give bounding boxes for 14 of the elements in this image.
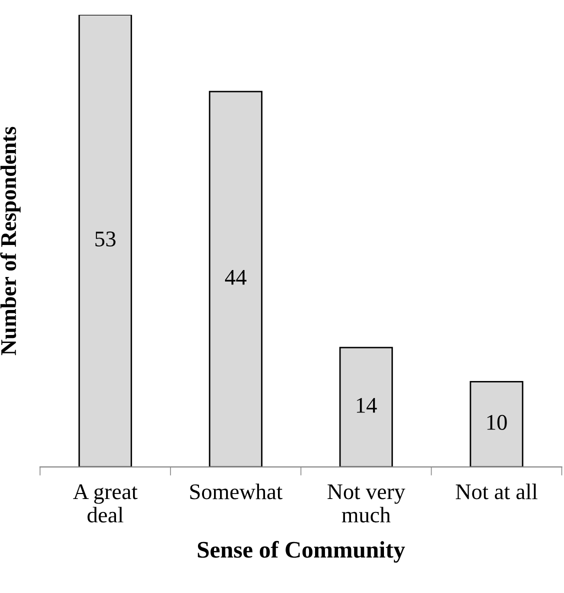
x-tick-label: Not at all	[456, 484, 538, 500]
bar	[78, 14, 132, 467]
y-axis-title: Number of Respondents	[0, 126, 21, 356]
bar	[470, 380, 524, 467]
bar	[208, 90, 262, 467]
bar	[339, 346, 393, 467]
data-label: 14	[356, 398, 377, 413]
x-tick-label: Somewhat	[190, 484, 282, 500]
x-axis-title: Sense of Community	[198, 540, 405, 563]
x-tick-label: Not very much	[328, 484, 406, 523]
x-tick-label: A great deal	[73, 484, 138, 523]
data-label: 53	[95, 232, 116, 246]
data-label: 10	[487, 414, 507, 430]
data-label: 44	[225, 270, 246, 285]
